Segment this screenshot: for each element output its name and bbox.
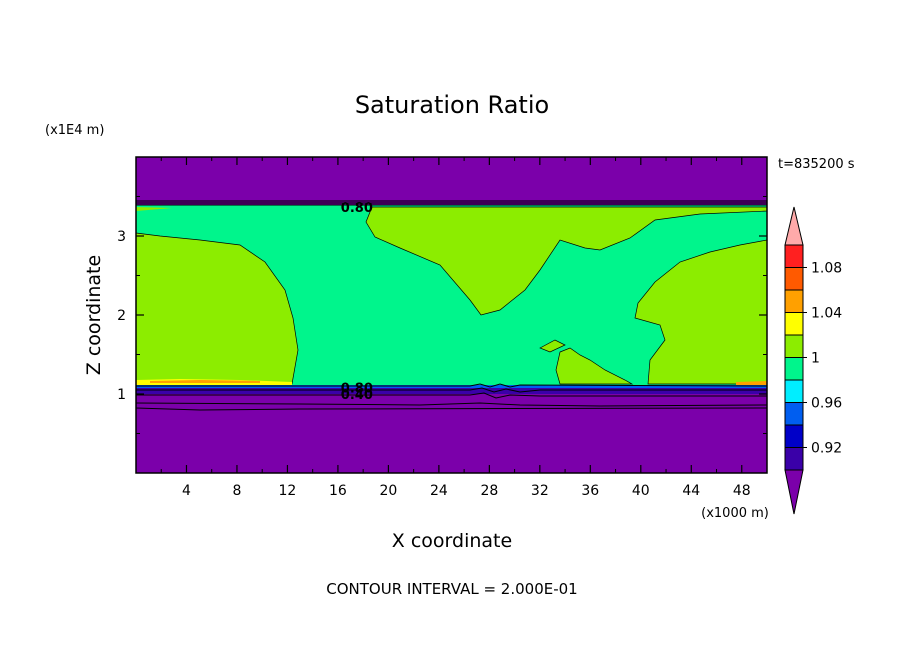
x-tick-label: 20 xyxy=(379,483,397,499)
y-tick-label: 3 xyxy=(117,229,126,245)
y-axis: 1 2 3 xyxy=(117,196,767,434)
field-region-supersaturated-blob xyxy=(539,339,566,353)
x-tick-label: 32 xyxy=(531,483,549,499)
x-tick-label: 16 xyxy=(329,483,347,499)
field-region-supersaturated-right xyxy=(634,239,768,385)
y-axis-label: Z coordinate xyxy=(83,255,105,375)
colorbar-label: 0.92 xyxy=(811,441,842,457)
colorbar-swatch xyxy=(784,244,804,268)
y-tick-label: 1 xyxy=(117,387,126,403)
field-region-supersaturated-top xyxy=(365,206,768,316)
colorbar-label: 1.04 xyxy=(811,306,842,322)
plot-area: 0.800.800.40 xyxy=(135,156,768,474)
x-tick-label: 4 xyxy=(182,483,191,499)
colorbar-swatch xyxy=(784,379,804,403)
colorbar: 1.08 1.04 1 0.96 0.92 xyxy=(784,206,842,515)
field-band-indigo xyxy=(136,388,767,394)
contour-line-lower-5 xyxy=(135,407,768,411)
colorbar-max-arrow xyxy=(784,206,804,246)
x-tick-label: 44 xyxy=(682,483,700,499)
contour-label: 0.40 xyxy=(341,388,373,403)
field-strip-orange-right xyxy=(736,381,767,385)
field-region-supersaturated-sliver xyxy=(136,207,172,211)
x-tick-label: 12 xyxy=(279,483,297,499)
y-unit-label: (x1E4 m) xyxy=(45,123,104,138)
chart-title: Saturation Ratio xyxy=(355,91,549,119)
field-region-supersaturated-patch xyxy=(555,347,634,385)
x-tick-label: 36 xyxy=(581,483,599,499)
colorbar-swatch xyxy=(784,424,804,448)
x-tick-label: 48 xyxy=(733,483,751,499)
colorbar-swatch xyxy=(784,334,804,358)
colorbar-swatch xyxy=(784,289,804,313)
x-unit-label: (x1000 m) xyxy=(701,506,769,521)
colorbar-swatch xyxy=(784,267,804,291)
colorbar-label: 1.08 xyxy=(811,261,842,277)
contour-line-lower-2 xyxy=(136,387,767,393)
field-strip-orange xyxy=(150,380,260,383)
x-tick-label: 24 xyxy=(430,483,448,499)
contour-label: 0.80 xyxy=(341,382,373,397)
time-label: t=835200 s xyxy=(778,157,855,172)
colorbar-label: 0.96 xyxy=(811,396,842,412)
colorbar-swatch xyxy=(784,447,804,471)
x-axis-label: X coordinate xyxy=(392,530,512,552)
y-tick-label: 2 xyxy=(117,308,126,324)
x-tick-label: 8 xyxy=(232,483,241,499)
contour-line-lower-4 xyxy=(135,402,768,407)
colorbar-label: 1 xyxy=(811,351,820,367)
contour-label: 0.80 xyxy=(341,201,373,216)
colorbar-min-arrow xyxy=(784,469,804,515)
x-axis: 4 8 12 16 20 24 28 32 36 40 44 48 xyxy=(160,157,751,499)
colorbar-swatch xyxy=(784,402,804,426)
contour-line-lower-1 xyxy=(136,383,768,388)
colorbar-swatch xyxy=(784,357,804,381)
contour-interval-note: CONTOUR INTERVAL = 2.000E-01 xyxy=(326,580,577,598)
contour-line-lower-3 xyxy=(136,392,767,399)
x-tick-label: 40 xyxy=(632,483,650,499)
x-tick-label: 28 xyxy=(480,483,498,499)
colorbar-swatch xyxy=(784,312,804,336)
